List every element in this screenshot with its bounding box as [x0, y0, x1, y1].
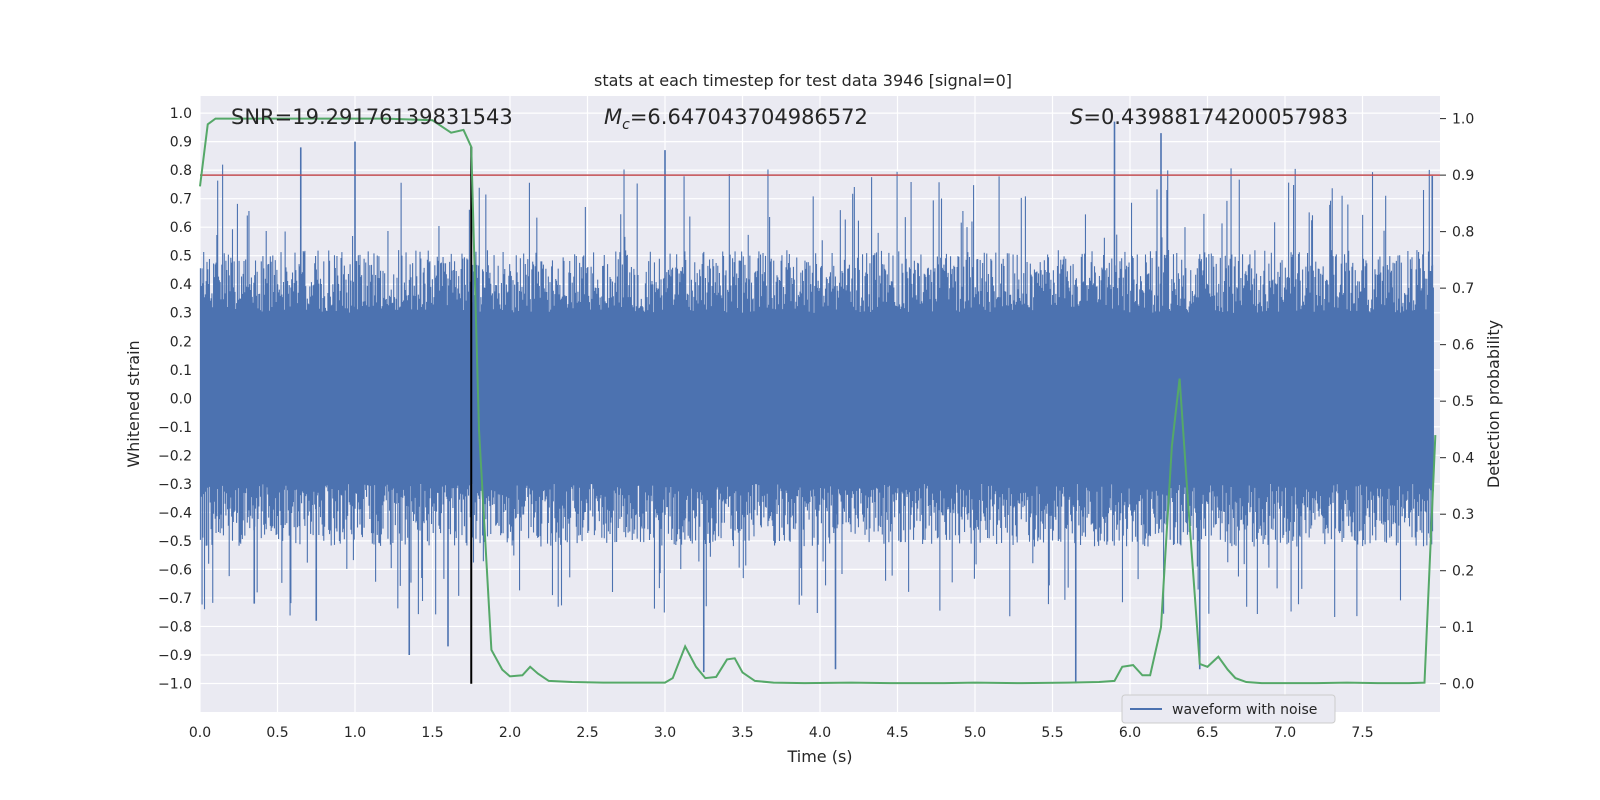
right-y-tick-label: 0.9: [1452, 168, 1474, 184]
x-tick-label: 1.0: [344, 725, 366, 741]
right-y-tick-label: 0.1: [1452, 620, 1474, 636]
left-y-tick-label: 0.3: [170, 306, 192, 322]
legend: waveform with noise: [1121, 694, 1336, 724]
right-y-tick-label: 0.4: [1452, 451, 1474, 467]
x-tick-label: 5.0: [964, 725, 986, 741]
left-y-axis-ticks: 1.0 0.9 0.8 0.7 0.6 0.5 0.4 0.3 0.2 0.1 0.0 −0.1 −0.…: [158, 106, 192, 692]
x-tick-label: 3.5: [731, 725, 753, 741]
left-y-tick-label: 0.8: [170, 163, 192, 179]
x-tick-label: 6.5: [1196, 725, 1218, 741]
x-tick-label: 0.0: [189, 725, 211, 741]
left-y-tick-label: 1.0: [170, 106, 192, 122]
right-y-tick-label: 0.3: [1452, 507, 1474, 523]
x-tick-label: 2.0: [499, 725, 521, 741]
x-tick-label: 3.0: [654, 725, 676, 741]
left-y-tick-label: −1.0: [158, 676, 192, 692]
right-y-tick-label: 0.2: [1452, 564, 1474, 580]
waveform-noise-band: [199, 164, 1434, 617]
x-tick-label: 2.5: [576, 725, 598, 741]
x-tick-label: 4.5: [886, 725, 908, 741]
left-y-tick-label: −0.2: [158, 448, 192, 464]
left-y-tick-label: −0.1: [158, 420, 192, 436]
legend-box: [1121, 694, 1336, 724]
left-y-tick-label: 0.9: [170, 135, 192, 151]
right-y-axis-label: Detection probability: [1484, 320, 1503, 488]
x-tick-label: 4.0: [809, 725, 831, 741]
left-y-tick-label: 0.1: [170, 363, 192, 379]
x-tick-label: 6.0: [1119, 725, 1141, 741]
left-y-tick-label: 0.6: [170, 220, 192, 236]
right-y-tick-label: 0.5: [1452, 394, 1474, 410]
x-tick-label: 5.5: [1041, 725, 1063, 741]
x-axis-ticks: 0.0 0.5 1.0 1.5 2.0 2.5 3.0 3.5 4.0 4.5 5.0 5.5 6.0 6…: [189, 725, 1374, 741]
left-y-tick-label: −0.8: [158, 619, 192, 635]
left-y-tick-label: −0.5: [158, 534, 192, 550]
x-tick-label: 1.5: [421, 725, 443, 741]
waveform-series: [199, 121, 1434, 684]
chirp-mass-annotation: Mc=6.647043704986572: [604, 105, 868, 133]
right-y-tick-label: 0.6: [1452, 338, 1474, 354]
chart-title: stats at each timestep for test data 394…: [594, 71, 1012, 90]
right-y-tick-label: 0.0: [1452, 677, 1474, 693]
left-y-tick-label: 0.7: [170, 192, 192, 208]
x-axis-label: Time (s): [786, 747, 852, 766]
left-y-tick-label: 0.5: [170, 249, 192, 265]
left-y-axis-label: Whitened strain: [124, 340, 143, 467]
right-y-axis-ticks: 1.0 0.9 0.8 0.7 0.6 0.5 0.4 0.3 0.2 0.1 0.0: [1440, 112, 1474, 693]
right-y-tick-label: 1.0: [1452, 112, 1474, 128]
left-y-tick-label: 0.0: [170, 391, 192, 407]
score-annotation: S=0.43988174200057983: [1070, 105, 1348, 129]
x-tick-label: 7.0: [1274, 725, 1296, 741]
probability-series-line: [199, 117, 1437, 685]
right-y-tick-label: 0.7: [1452, 281, 1474, 297]
snr-annotation: SNR=19.29176139831543: [231, 105, 513, 129]
left-y-tick-label: 0.4: [170, 277, 192, 293]
left-y-tick-label: −0.3: [158, 477, 192, 493]
left-y-tick-label: −0.9: [158, 648, 192, 664]
left-y-tick-label: −0.6: [158, 562, 192, 578]
left-y-tick-label: −0.4: [158, 505, 192, 521]
right-y-tick-label: 0.8: [1452, 225, 1474, 241]
legend-label-waveform: waveform with noise: [1172, 702, 1317, 718]
x-tick-label: 7.5: [1351, 725, 1373, 741]
x-tick-label: 0.5: [266, 725, 288, 741]
left-y-tick-label: −0.7: [158, 591, 192, 607]
left-y-tick-label: 0.2: [170, 334, 192, 350]
